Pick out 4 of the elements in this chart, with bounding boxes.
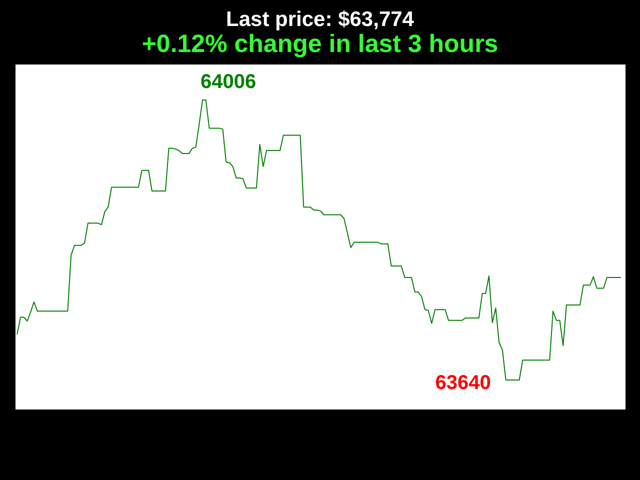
data-label: 64006 xyxy=(200,71,256,93)
data-label: 63640 xyxy=(435,372,491,394)
chart-subtitle: +0.12% change in last 3 hours xyxy=(142,30,498,58)
chart-title: Last price: $63,774 xyxy=(226,8,414,31)
